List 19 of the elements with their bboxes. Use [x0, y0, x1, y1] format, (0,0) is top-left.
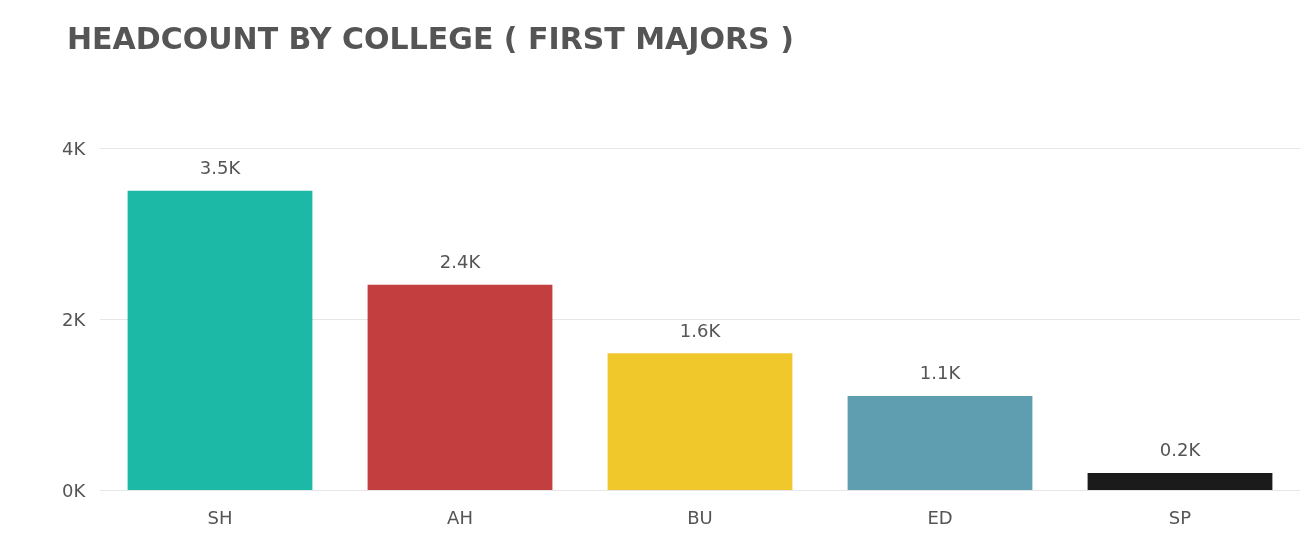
bar — [847, 395, 1033, 490]
data-label: 3.5K — [199, 157, 242, 179]
bar — [1087, 472, 1273, 490]
x-tick-label: SP — [1168, 506, 1192, 528]
x-tick-label: BU — [687, 506, 713, 528]
data-label: 1.1K — [919, 362, 962, 384]
bar — [367, 284, 553, 490]
y-tick-label: 0K — [62, 479, 87, 501]
bar — [607, 353, 793, 490]
x-tick-label: ED — [927, 506, 953, 528]
data-label: 0.2K — [1159, 439, 1202, 461]
chart-title: HEADCOUNT BY COLLEGE ( FIRST MAJORS ) — [67, 20, 794, 56]
bar — [127, 190, 313, 490]
y-tick-label: 4K — [62, 137, 87, 159]
y-tick-label: 2K — [62, 308, 87, 330]
data-label: 1.6K — [679, 319, 722, 341]
x-tick-label: SH — [207, 506, 233, 528]
data-label: 2.4K — [439, 251, 482, 273]
x-tick-label: AH — [447, 506, 473, 528]
